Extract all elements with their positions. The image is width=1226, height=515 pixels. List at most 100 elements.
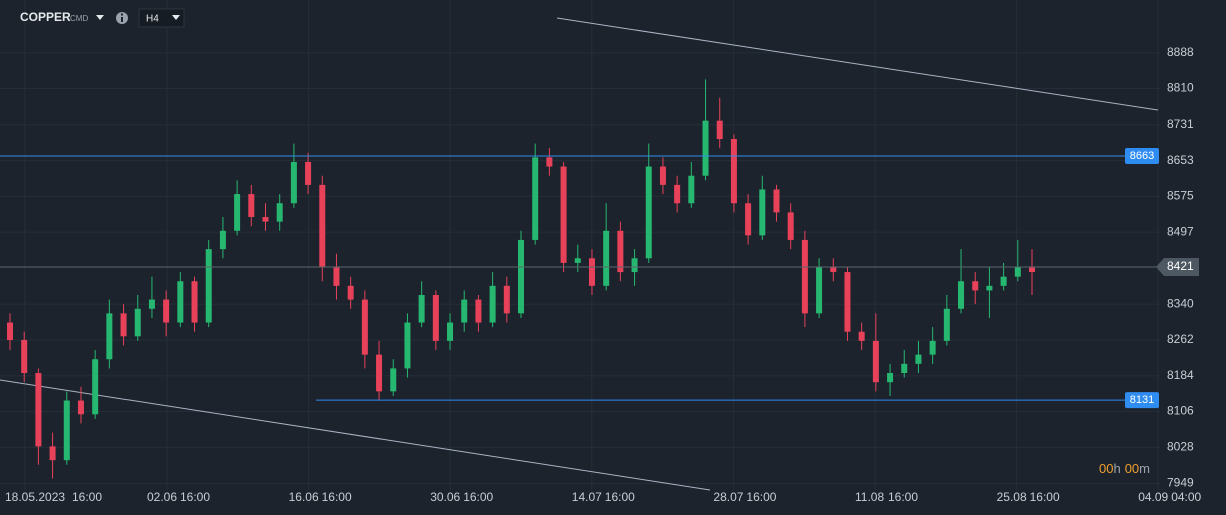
y-tick-label: 8497 xyxy=(1167,224,1194,238)
level-label: 8131 xyxy=(1130,394,1154,406)
candle-body xyxy=(461,299,468,323)
timer-unit: h xyxy=(1113,461,1120,476)
candle-body xyxy=(730,139,737,204)
candle-body xyxy=(674,184,681,204)
x-tick-label: 16:00 xyxy=(1030,490,1060,504)
info-glyph xyxy=(121,17,123,22)
candle-body xyxy=(205,249,212,323)
candle-body xyxy=(574,258,581,263)
candle-body xyxy=(163,299,170,323)
candle-body xyxy=(219,230,226,250)
candle-body xyxy=(518,239,524,314)
dropdown-arrow[interactable] xyxy=(172,15,180,20)
y-tick-label: 8028 xyxy=(1167,440,1194,454)
x-tick-label: 16:00 xyxy=(746,490,776,504)
timeframe-select[interactable] xyxy=(138,8,185,28)
candle-body xyxy=(929,340,936,355)
candle-body xyxy=(390,368,397,392)
candle-body xyxy=(49,446,56,461)
y-tick-label: 7949 xyxy=(1167,476,1194,490)
y-tick-label: 8106 xyxy=(1167,404,1194,418)
dropdown-arrow[interactable] xyxy=(96,15,104,20)
candle-body xyxy=(532,157,539,240)
candle-body xyxy=(361,299,368,355)
candle-body xyxy=(305,161,312,185)
x-tick-label: 16:00 xyxy=(463,490,493,504)
candle-body xyxy=(77,400,84,415)
candle-body xyxy=(489,285,496,323)
candle-body xyxy=(972,281,979,291)
y-tick-label: 8184 xyxy=(1167,368,1194,382)
candle-body xyxy=(801,239,808,314)
symbol[interactable]: COPPER xyxy=(20,10,71,24)
candle-body xyxy=(120,313,127,337)
candle-body xyxy=(943,308,950,341)
candle-body xyxy=(759,189,766,236)
candle-body xyxy=(191,281,198,323)
y-tick-label: 8262 xyxy=(1167,332,1194,346)
candle-body xyxy=(290,161,297,204)
candle-body xyxy=(659,166,666,185)
y-tick-label: 8810 xyxy=(1167,81,1194,95)
x-tick-label: 02.06 xyxy=(147,490,177,504)
x-tick-label: 04.09 xyxy=(1138,490,1168,504)
timeframe: H4 xyxy=(146,14,159,25)
candle-body xyxy=(645,166,652,259)
level-label-box xyxy=(1125,147,1159,164)
plot xyxy=(0,79,1160,479)
candle-body xyxy=(376,354,383,392)
candle-body xyxy=(773,189,780,213)
candle-body xyxy=(106,313,113,360)
candle-body xyxy=(872,340,879,383)
level-label-box xyxy=(1125,392,1159,409)
candle-body xyxy=(404,322,411,369)
y-tick-label: 8888 xyxy=(1167,45,1194,59)
x-tick-label: 16:00 xyxy=(888,490,918,504)
candle-body xyxy=(716,120,723,140)
candle-body xyxy=(63,400,70,461)
x-tick-label: 16:00 xyxy=(72,490,102,504)
candle-body xyxy=(915,354,922,364)
candle-body xyxy=(21,339,28,374)
candle-body xyxy=(475,299,482,323)
x-tick-label: 04:00 xyxy=(1171,490,1201,504)
candle-body xyxy=(503,285,510,314)
candle-body xyxy=(262,217,269,222)
timer-hours: 00 xyxy=(1099,461,1113,476)
x-tick-label: 16:00 xyxy=(180,490,210,504)
candle-body xyxy=(986,285,993,291)
candle-body xyxy=(688,175,695,204)
candle-body xyxy=(745,203,752,236)
candle-body xyxy=(7,322,13,340)
candle-body xyxy=(234,194,241,231)
candle-body xyxy=(319,184,326,268)
x-tick-label: 14.07 xyxy=(572,490,602,504)
badge: CMD xyxy=(70,14,88,23)
trend-line xyxy=(556,17,1159,111)
candle-body xyxy=(347,285,354,300)
candle-body xyxy=(958,281,965,309)
candle-body xyxy=(333,267,340,286)
y-tick-label: 8575 xyxy=(1167,189,1194,203)
timer-minutes: 00 xyxy=(1125,461,1139,476)
candle-body xyxy=(418,295,425,323)
x-tick-label: 16.06 xyxy=(289,490,319,504)
y-tick-label: 8653 xyxy=(1167,153,1194,167)
candle-body xyxy=(546,157,553,167)
candle-body xyxy=(35,373,42,447)
candle-body xyxy=(92,359,99,415)
timer-unit: m xyxy=(1139,461,1150,476)
candle-body xyxy=(588,258,595,286)
x-tick-label: 28.07 xyxy=(713,490,743,504)
candle-body xyxy=(603,230,610,286)
candle-body xyxy=(816,267,823,314)
y-tick-label: 8731 xyxy=(1167,117,1194,131)
x-tick-label: 25.08 xyxy=(997,490,1027,504)
candle-body xyxy=(901,363,908,374)
candle-body xyxy=(177,281,184,323)
candle-body xyxy=(432,295,439,341)
x-tick-label: 18.05.2023 xyxy=(5,490,65,504)
last-price-label: 8421 xyxy=(1167,259,1194,273)
